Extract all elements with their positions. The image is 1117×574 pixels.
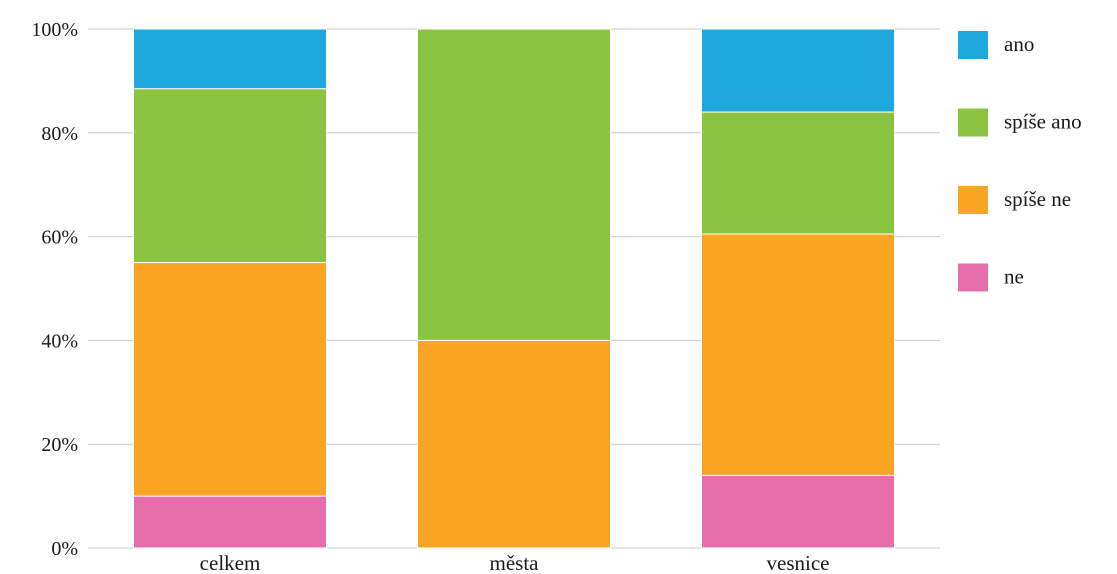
bar-segment-vesnice-spíše-ano xyxy=(701,111,895,235)
bar-segment-celkem-spíše-ano xyxy=(133,88,327,264)
legend-swatch xyxy=(958,31,988,59)
x-axis-category-labels: celkem města vesnice xyxy=(200,551,830,574)
bar-segment-města-spíše-ne xyxy=(417,339,611,549)
legend-label: ne xyxy=(1004,265,1024,289)
bar-segment-celkem-spíše-ne xyxy=(133,262,327,497)
bar-segment-vesnice-ne xyxy=(701,474,895,549)
legend-swatch xyxy=(958,108,988,137)
bar-segment-vesnice-ano xyxy=(701,28,895,113)
legend-swatch xyxy=(958,186,988,214)
x-category-label: města xyxy=(490,551,540,574)
legend-label: spíše ano xyxy=(1004,110,1082,134)
y-axis-tick-labels: 0% 20% 40% 60% 80% 100% xyxy=(31,19,78,560)
y-tick-label: 0% xyxy=(51,538,78,560)
x-category-label: vesnice xyxy=(767,551,830,574)
legend-label: ano xyxy=(1004,32,1034,56)
bar-segment-vesnice-spíše-ne xyxy=(701,233,895,476)
legend: ano spíše ano spíše ne ne xyxy=(958,31,1082,292)
y-tick-label: 20% xyxy=(41,434,78,456)
x-category-label: celkem xyxy=(200,551,261,574)
y-tick-label: 60% xyxy=(41,227,78,249)
legend-label: spíše ne xyxy=(1004,187,1071,211)
legend-swatch xyxy=(958,263,988,292)
bar-segment-celkem-ne xyxy=(133,495,327,549)
y-tick-label: 40% xyxy=(41,330,78,352)
y-tick-label: 80% xyxy=(41,123,78,145)
y-tick-label: 100% xyxy=(31,19,78,41)
bar-segment-celkem-ano xyxy=(133,28,327,90)
bars xyxy=(133,28,895,549)
bar-segment-města-spíše-ano xyxy=(417,28,611,341)
